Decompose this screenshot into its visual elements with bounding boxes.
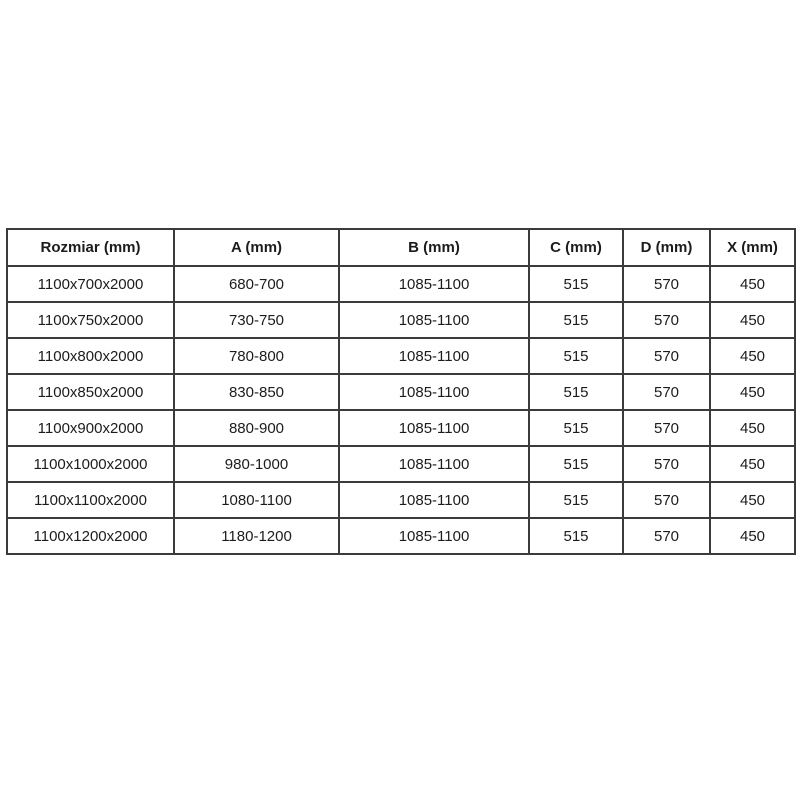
cell-a: 1080-1100 <box>173 481 340 519</box>
cell-a: 830-850 <box>173 373 340 411</box>
cell-x: 450 <box>709 301 796 339</box>
column-header-c: C (mm) <box>528 228 624 267</box>
table-row: 1100x1200x2000 1180-1200 1085-1100 515 5… <box>6 517 796 555</box>
cell-b: 1085-1100 <box>338 301 530 339</box>
cell-d: 570 <box>622 265 711 303</box>
cell-a: 730-750 <box>173 301 340 339</box>
cell-a: 780-800 <box>173 337 340 375</box>
cell-rozmiar: 1100x1200x2000 <box>6 517 175 555</box>
cell-c: 515 <box>528 481 624 519</box>
cell-c: 515 <box>528 517 624 555</box>
cell-x: 450 <box>709 373 796 411</box>
cell-rozmiar: 1100x1000x2000 <box>6 445 175 483</box>
cell-rozmiar: 1100x900x2000 <box>6 409 175 447</box>
cell-x: 450 <box>709 337 796 375</box>
cell-b: 1085-1100 <box>338 337 530 375</box>
cell-a: 680-700 <box>173 265 340 303</box>
cell-b: 1085-1100 <box>338 265 530 303</box>
cell-rozmiar: 1100x800x2000 <box>6 337 175 375</box>
table-row: 1100x850x2000 830-850 1085-1100 515 570 … <box>6 373 796 411</box>
table-row: 1100x800x2000 780-800 1085-1100 515 570 … <box>6 337 796 375</box>
cell-a: 1180-1200 <box>173 517 340 555</box>
cell-rozmiar: 1100x850x2000 <box>6 373 175 411</box>
column-header-a: A (mm) <box>173 228 340 267</box>
cell-c: 515 <box>528 445 624 483</box>
cell-rozmiar: 1100x700x2000 <box>6 265 175 303</box>
table-row: 1100x1100x2000 1080-1100 1085-1100 515 5… <box>6 481 796 519</box>
cell-a: 880-900 <box>173 409 340 447</box>
cell-d: 570 <box>622 409 711 447</box>
cell-c: 515 <box>528 337 624 375</box>
cell-d: 570 <box>622 373 711 411</box>
column-header-b: B (mm) <box>338 228 530 267</box>
cell-d: 570 <box>622 517 711 555</box>
cell-a: 980-1000 <box>173 445 340 483</box>
cell-rozmiar: 1100x1100x2000 <box>6 481 175 519</box>
cell-x: 450 <box>709 517 796 555</box>
cell-x: 450 <box>709 481 796 519</box>
table-row: 1100x1000x2000 980-1000 1085-1100 515 57… <box>6 445 796 483</box>
dimensions-table: Rozmiar (mm) A (mm) B (mm) C (mm) D (mm)… <box>6 228 796 555</box>
cell-b: 1085-1100 <box>338 517 530 555</box>
table-row: 1100x700x2000 680-700 1085-1100 515 570 … <box>6 265 796 303</box>
cell-x: 450 <box>709 265 796 303</box>
cell-x: 450 <box>709 409 796 447</box>
cell-d: 570 <box>622 481 711 519</box>
cell-d: 570 <box>622 337 711 375</box>
column-header-x: X (mm) <box>709 228 796 267</box>
cell-b: 1085-1100 <box>338 445 530 483</box>
cell-d: 570 <box>622 301 711 339</box>
column-header-d: D (mm) <box>622 228 711 267</box>
cell-c: 515 <box>528 301 624 339</box>
column-header-rozmiar: Rozmiar (mm) <box>6 228 175 267</box>
table-row: 1100x750x2000 730-750 1085-1100 515 570 … <box>6 301 796 339</box>
header-row: Rozmiar (mm) A (mm) B (mm) C (mm) D (mm)… <box>6 228 796 267</box>
cell-d: 570 <box>622 445 711 483</box>
dimensions-table-container: Rozmiar (mm) A (mm) B (mm) C (mm) D (mm)… <box>6 228 796 555</box>
cell-x: 450 <box>709 445 796 483</box>
cell-c: 515 <box>528 409 624 447</box>
cell-rozmiar: 1100x750x2000 <box>6 301 175 339</box>
table-row: 1100x900x2000 880-900 1085-1100 515 570 … <box>6 409 796 447</box>
cell-c: 515 <box>528 265 624 303</box>
cell-c: 515 <box>528 373 624 411</box>
cell-b: 1085-1100 <box>338 373 530 411</box>
cell-b: 1085-1100 <box>338 409 530 447</box>
cell-b: 1085-1100 <box>338 481 530 519</box>
